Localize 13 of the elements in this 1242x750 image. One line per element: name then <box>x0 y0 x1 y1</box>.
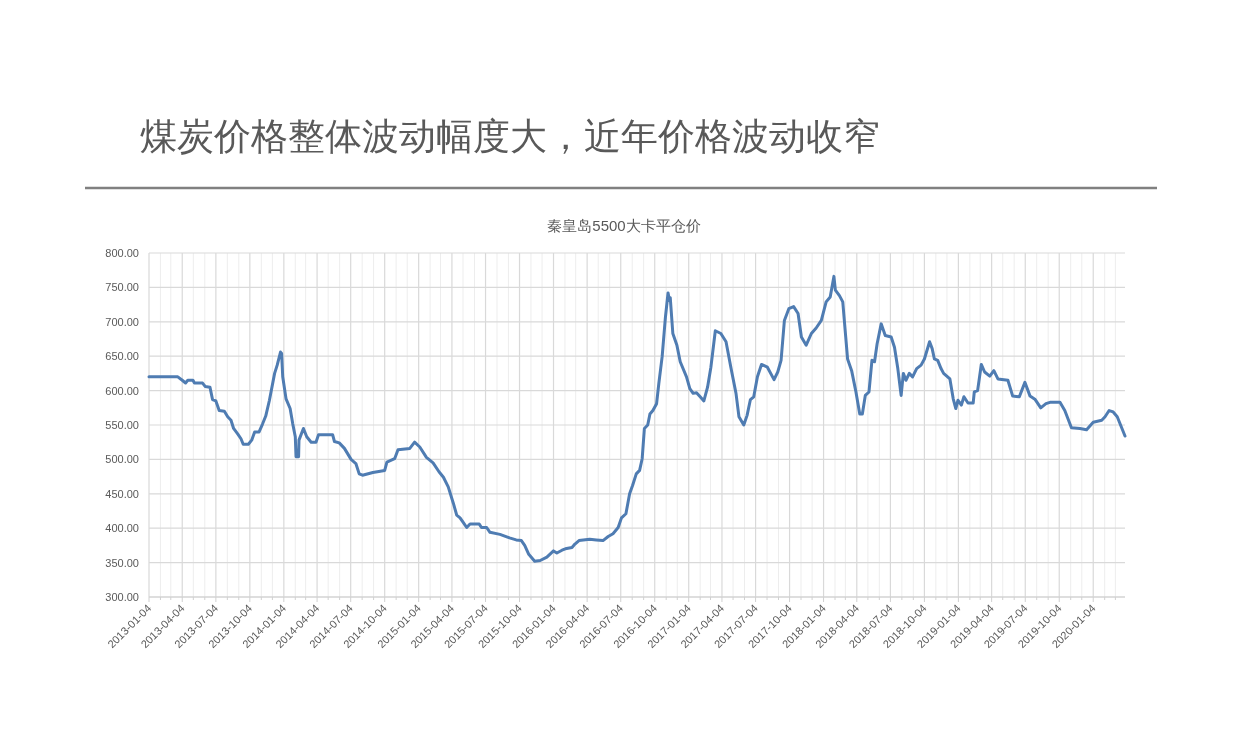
title: 煤炭价格整体波动幅度大，近年价格波动收窄 <box>140 116 880 157</box>
y-tick-label: 300.00 <box>105 591 139 603</box>
y-tick-label: 700.00 <box>105 315 139 328</box>
y-tick-label: 500.00 <box>105 453 139 466</box>
y-tick-label: 450.00 <box>105 487 139 500</box>
y-tick-label: 600.00 <box>105 384 139 397</box>
y-tick-label: 650.00 <box>105 350 139 363</box>
y-tick-label: 750.00 <box>105 281 139 294</box>
y-tick-label: 350.00 <box>105 556 139 569</box>
y-tick-label: 400.00 <box>105 522 139 535</box>
y-tick-label: 800.00 <box>105 247 139 259</box>
subtitle: 秦皇岛5500大卡平仓价 <box>547 217 701 234</box>
y-tick-label: 550.00 <box>105 419 139 431</box>
